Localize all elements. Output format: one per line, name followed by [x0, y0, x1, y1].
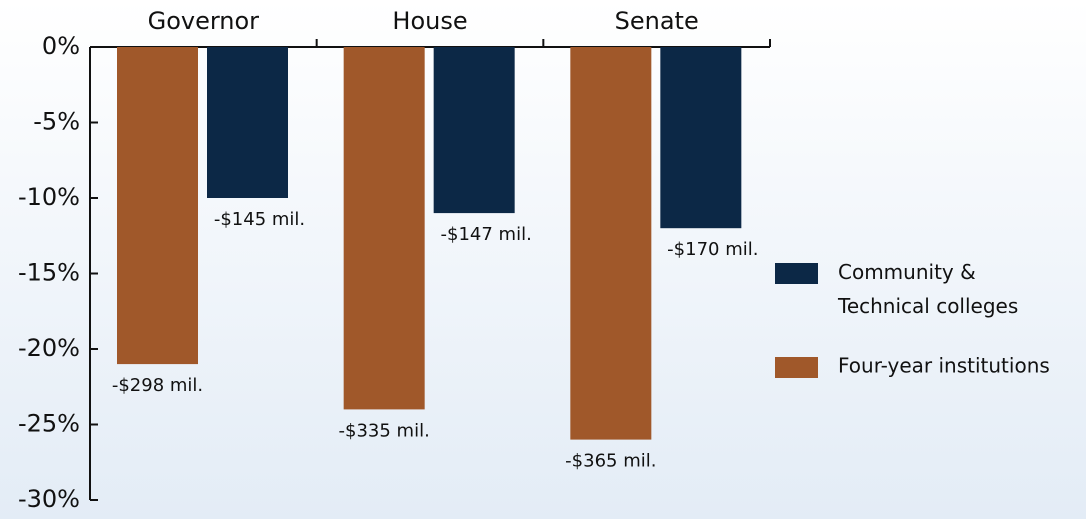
y-tick-label: -25% [18, 410, 80, 438]
y-tick-label: -10% [18, 183, 80, 211]
y-tick-label: -30% [18, 485, 80, 513]
bar [660, 47, 742, 229]
legend-label: Community & Technical colleges [837, 260, 1018, 318]
y-tick-label: 0% [42, 32, 80, 60]
bar [343, 47, 425, 410]
data-label: -$147 mil. [441, 224, 532, 245]
bar [433, 47, 515, 214]
y-tick-label: -20% [18, 334, 80, 362]
bar [207, 47, 288, 198]
legend-swatch [775, 263, 818, 284]
data-label: -$170 mil. [667, 239, 758, 260]
legend-label: Four-year institutions [838, 354, 1050, 378]
y-tick-label: -15% [18, 259, 80, 287]
bar [570, 47, 652, 440]
data-label: -$298 mil. [112, 375, 203, 396]
y-tick-label: -5% [33, 108, 80, 136]
category-label: Governor [148, 7, 260, 35]
data-label: -$365 mil. [565, 451, 656, 472]
data-label: -$145 mil. [214, 209, 305, 230]
legend-swatch [775, 357, 818, 378]
category-label: Senate [615, 7, 699, 35]
bar [117, 47, 198, 365]
category-label: House [392, 7, 467, 35]
data-label: -$335 mil. [339, 420, 430, 441]
